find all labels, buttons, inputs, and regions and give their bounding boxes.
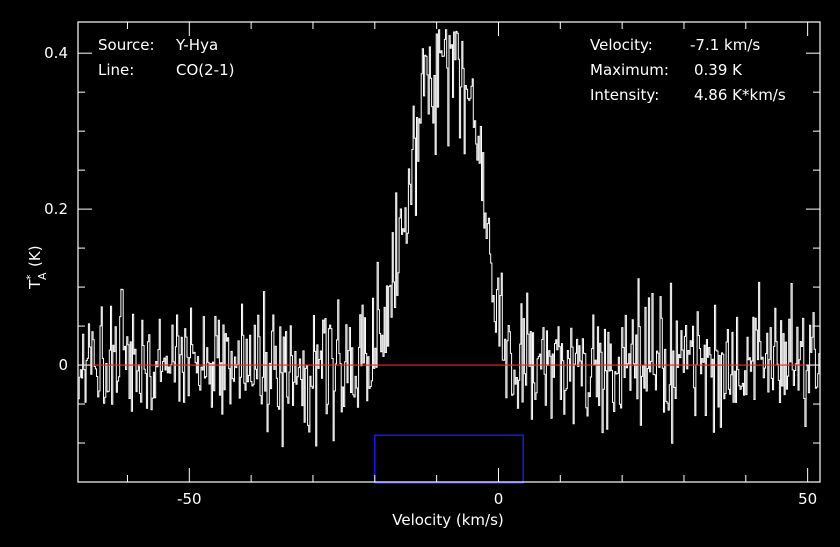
x-axis-label: Velocity (km/s): [392, 511, 503, 529]
y-tick-label: 0.4: [44, 44, 68, 62]
intensity-value: 4.86 K*km/s: [694, 86, 786, 104]
x-tick-label: 0: [494, 490, 504, 508]
x-tick-label: 50: [798, 490, 817, 508]
y-axis-label-sup: *: [24, 274, 37, 280]
y-tick-label: 0.2: [44, 200, 68, 218]
y-axis-label-unit: (K): [26, 245, 44, 267]
y-axis-label-sub: A: [36, 272, 49, 280]
spectrum-line-0: [78, 29, 820, 448]
y-axis-label: T * A (K): [24, 245, 49, 290]
maximum-value: 0.39 K: [694, 61, 743, 79]
y-tick-label: 0: [58, 356, 68, 374]
frame-layer: -50 0 50 0 0.2 0.4: [44, 21, 821, 508]
velocity-value: -7.1 km/s: [690, 36, 760, 54]
plot-frame: [77, 21, 821, 483]
chart-marks: [78, 29, 820, 484]
maximum-label: Maximum:: [590, 61, 669, 79]
source-value: Y-Hya: [175, 36, 218, 54]
integration-window: [374, 434, 524, 484]
line-value: CO(2-1): [176, 61, 234, 79]
intensity-label: Intensity:: [590, 86, 659, 104]
line-label: Line:: [98, 61, 134, 79]
velocity-label: Velocity:: [590, 36, 653, 54]
x-tick-label: -50: [177, 490, 202, 508]
source-label: Source:: [98, 36, 155, 54]
y-axis-label-main: T: [26, 279, 44, 290]
